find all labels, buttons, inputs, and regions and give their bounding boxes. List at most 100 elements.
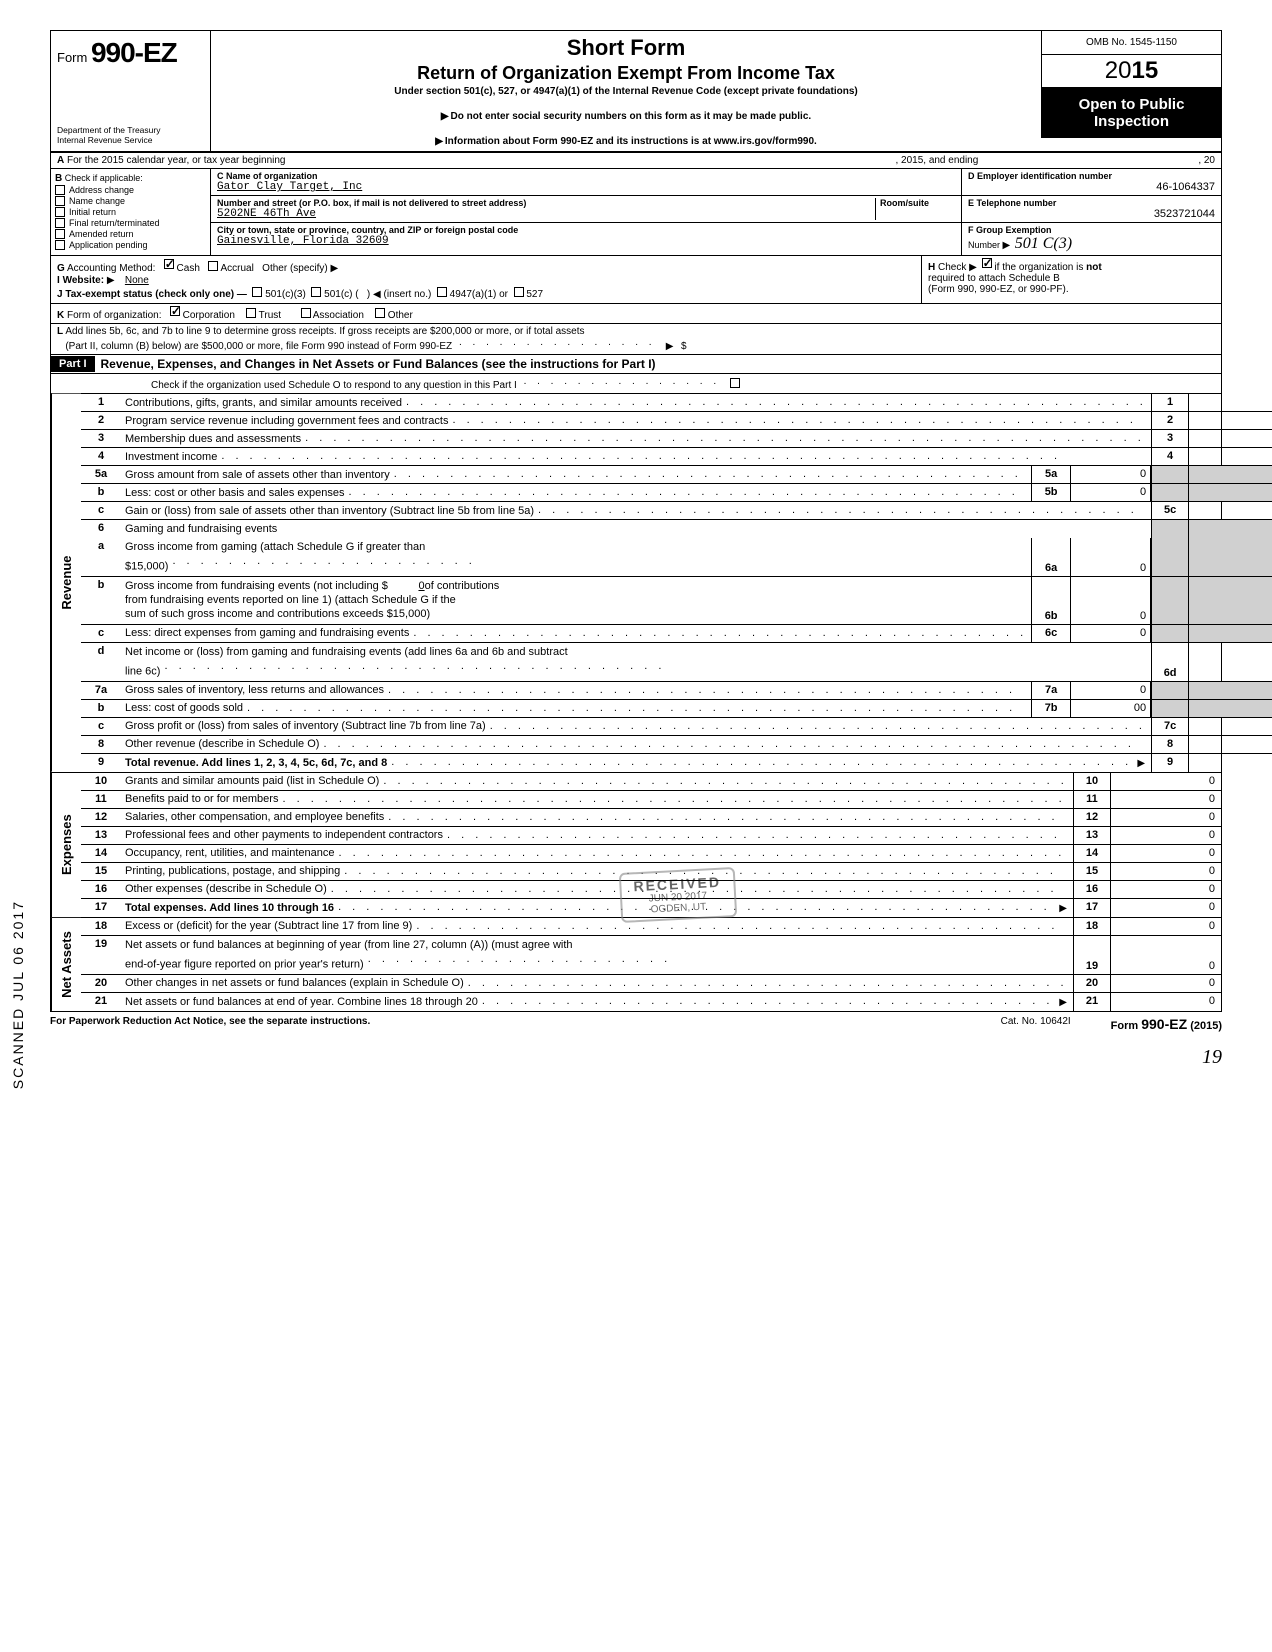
- line-7a: 7a Gross sales of inventory, less return…: [81, 682, 1272, 700]
- line-21: 21 Net assets or fund balances at end of…: [81, 993, 1221, 1011]
- scanned-stamp: SCANNED JUL 06 2017: [10, 900, 26, 1089]
- chk-initial-return: Initial return: [55, 207, 206, 217]
- checkbox-icon[interactable]: [55, 218, 65, 228]
- checkbox-icon[interactable]: [55, 185, 65, 195]
- title-note1: Do not enter social security numbers on …: [221, 111, 1031, 122]
- col-de: D Employer identification number 46-1064…: [961, 169, 1221, 255]
- checkbox-icon[interactable]: [55, 229, 65, 239]
- part1-label: Part I: [51, 356, 95, 372]
- h-text1: Check: [938, 262, 966, 273]
- right-boxes: OMB No. 1545-1150 2015 Open to Public In…: [1041, 31, 1221, 151]
- checkbox-4947-icon[interactable]: [437, 287, 447, 297]
- i-label: I: [57, 275, 60, 286]
- checkbox-schedule-o-icon[interactable]: [730, 378, 740, 388]
- j-label: J: [57, 289, 63, 300]
- i-text: Website:: [63, 275, 105, 286]
- d-label: D Employer identification number: [968, 171, 1215, 181]
- title-main: Short Form: [221, 35, 1031, 61]
- line-19: 19 Net assets or fund balances at beginn…: [81, 936, 1221, 975]
- form-label: Form: [57, 50, 87, 65]
- part1-header-row: Part I Revenue, Expenses, and Changes in…: [50, 355, 1222, 374]
- netassets-rows: 18 Excess or (deficit) for the year (Sub…: [81, 918, 1221, 1011]
- chk-final-return: Final return/terminated: [55, 218, 206, 228]
- checkbox-icon[interactable]: [55, 240, 65, 250]
- l-sym: $: [681, 341, 687, 352]
- line-6c: c Less: direct expenses from gaming and …: [81, 625, 1272, 643]
- k-text: Form of organization:: [67, 310, 162, 321]
- d-row: D Employer identification number 46-1064…: [962, 169, 1221, 196]
- line-10: 10 Grants and similar amounts paid (list…: [81, 773, 1221, 791]
- form-header: Form 990-EZ Department of the Treasury I…: [50, 30, 1222, 153]
- netassets-side-label: Net Assets: [51, 918, 81, 1011]
- checkbox-cash-icon[interactable]: [164, 259, 174, 269]
- c-addr-row: Number and street (or P.O. box, if mail …: [211, 196, 961, 223]
- dept-block: Department of the Treasury Internal Reve…: [57, 126, 204, 145]
- line-3: 3 Membership dues and assessments 3 0: [81, 430, 1272, 448]
- title-small: Under section 501(c), 527, or 4947(a)(1)…: [221, 86, 1031, 97]
- l-text2: (Part II, column (B) below) are $500,000…: [65, 341, 452, 352]
- f-label: F Group Exemption: [968, 225, 1052, 235]
- row-l: L Add lines 5b, 6c, and 7b to line 9 to …: [50, 324, 1222, 355]
- i-val: None: [125, 275, 149, 286]
- col-b-hdr: Check if applicable:: [65, 173, 143, 183]
- c-name-row: C Name of organization Gator Clay Target…: [211, 169, 961, 196]
- line-6: 6 Gaming and fundraising events: [81, 520, 1272, 538]
- chk-address-change: Address change: [55, 185, 206, 195]
- year-prefix: 20: [1105, 57, 1132, 84]
- c-city-val: Gainesville, Florida 32609: [217, 235, 955, 247]
- revenue-section: Revenue 1 Contributions, gifts, grants, …: [50, 394, 1222, 773]
- page-number: 19: [50, 1046, 1222, 1069]
- checkbox-corporation-icon[interactable]: [170, 306, 180, 316]
- revenue-rows: 1 Contributions, gifts, grants, and simi…: [81, 394, 1272, 772]
- k-label: K: [57, 310, 64, 321]
- line-6d: d Net income or (loss) from gaming and f…: [81, 643, 1272, 682]
- checkbox-trust-icon[interactable]: [246, 308, 256, 318]
- line-13: 13 Professional fees and other payments …: [81, 827, 1221, 845]
- checkbox-association-icon[interactable]: [301, 308, 311, 318]
- checkbox-accrual-icon[interactable]: [208, 261, 218, 271]
- c-city-label: City or town, state or province, country…: [217, 225, 955, 235]
- checkbox-icon[interactable]: [55, 196, 65, 206]
- col-b-label: B: [55, 173, 62, 184]
- footer-right: Form 990-EZ (2015): [1111, 1016, 1222, 1032]
- form-number: Form 990-EZ: [57, 37, 204, 69]
- c-name-label: C Name of organization: [217, 171, 955, 181]
- row-a-text1: For the 2015 calendar year, or tax year …: [67, 155, 285, 166]
- checkbox-icon[interactable]: [55, 207, 65, 217]
- chk-name-change: Name change: [55, 196, 206, 206]
- info-block: B Check if applicable: Address change Na…: [50, 169, 1222, 256]
- revenue-side-label: Revenue: [51, 394, 81, 772]
- form-number-big: 990-EZ: [91, 37, 177, 68]
- title-box: Short Form Return of Organization Exempt…: [211, 31, 1041, 151]
- part1-title: Revenue, Expenses, and Changes in Net As…: [95, 355, 1221, 373]
- e-label: E Telephone number: [968, 198, 1215, 208]
- h-text5: (Form 990, 990-EZ, or 990-PF).: [928, 284, 1069, 295]
- netassets-section: Net Assets 18 Excess or (deficit) for th…: [50, 918, 1222, 1012]
- line-2: 2 Program service revenue including gove…: [81, 412, 1272, 430]
- d-val: 46-1064337: [968, 181, 1215, 193]
- part1-check-row: Check if the organization used Schedule …: [50, 374, 1222, 394]
- c-addr-val: 5202NE 46Th Ave: [217, 208, 875, 220]
- footer-row: For Paperwork Reduction Act Notice, see …: [50, 1012, 1222, 1036]
- e-val: 3523721044: [968, 208, 1215, 220]
- col-c: C Name of organization Gator Clay Target…: [211, 169, 961, 255]
- row-g: G Accounting Method: Cash Accrual Other …: [57, 259, 915, 274]
- row-k: K Form of organization: Corporation Trus…: [50, 304, 1222, 324]
- line-5a: 5a Gross amount from sale of assets othe…: [81, 466, 1272, 484]
- line-1: 1 Contributions, gifts, grants, and simi…: [81, 394, 1272, 412]
- row-ghij: G Accounting Method: Cash Accrual Other …: [50, 256, 1222, 304]
- checkbox-501c3-icon[interactable]: [252, 287, 262, 297]
- f-row: F Group Exemption Number 501 C(3): [962, 223, 1221, 255]
- checkbox-other-icon[interactable]: [375, 308, 385, 318]
- c-name-val: Gator Clay Target, Inc: [217, 181, 955, 193]
- checkbox-schedule-b-icon[interactable]: [982, 258, 992, 268]
- checkbox-527-icon[interactable]: [514, 287, 524, 297]
- f-val: 501 C(3): [1015, 235, 1072, 252]
- g-text: Accounting Method:: [67, 263, 155, 274]
- expenses-side-label: Expenses: [51, 773, 81, 917]
- line-8: 8 Other revenue (describe in Schedule O)…: [81, 736, 1272, 754]
- line-12: 12 Salaries, other compensation, and emp…: [81, 809, 1221, 827]
- line-20: 20 Other changes in net assets or fund b…: [81, 975, 1221, 993]
- checkbox-501c-icon[interactable]: [311, 287, 321, 297]
- row-a: A For the 2015 calendar year, or tax yea…: [50, 153, 1222, 169]
